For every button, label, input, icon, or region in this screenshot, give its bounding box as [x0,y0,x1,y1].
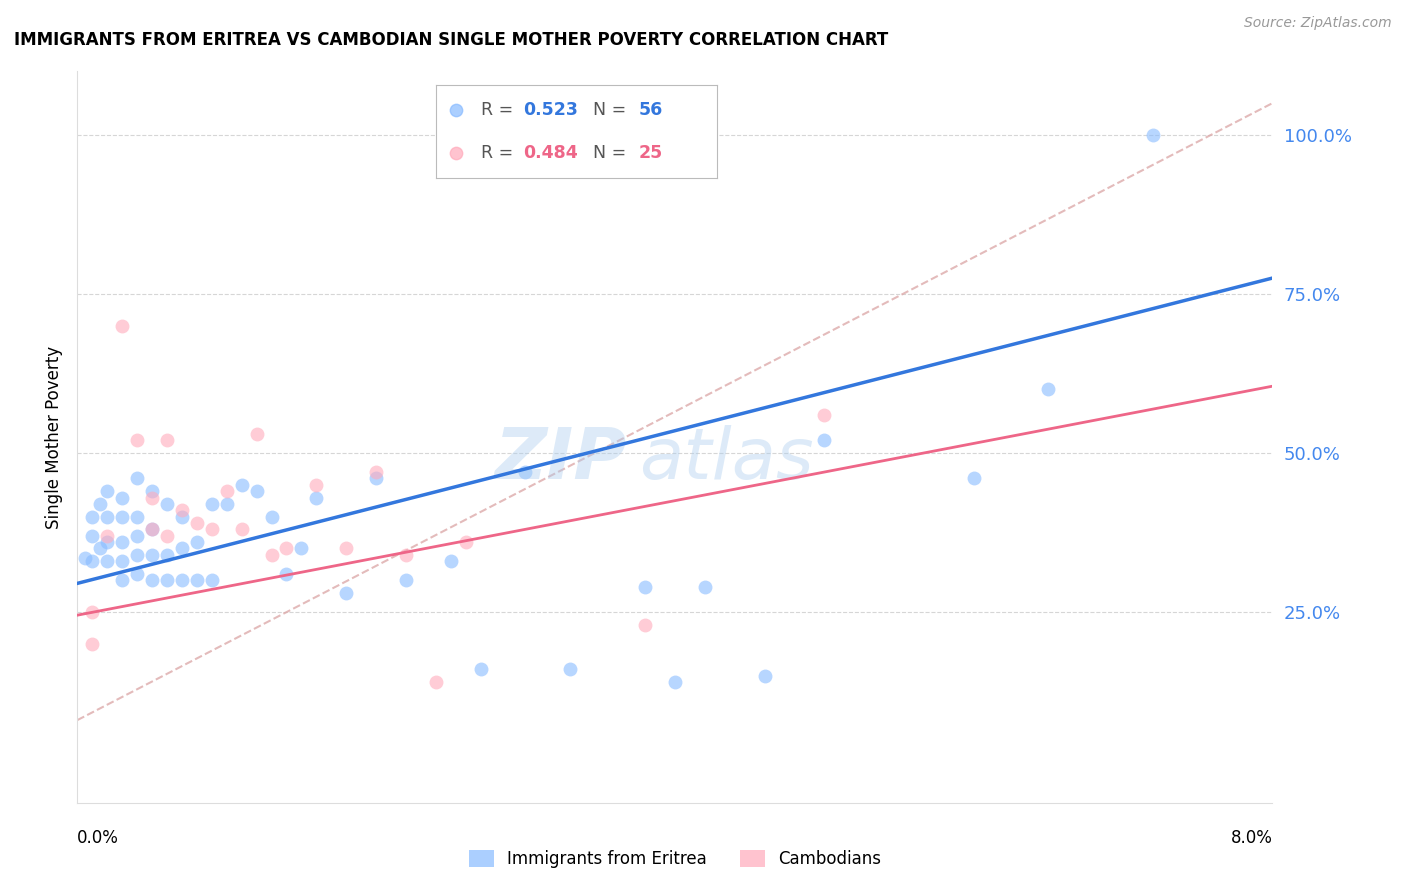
Text: R =: R = [481,145,519,162]
Text: 0.0%: 0.0% [77,829,120,847]
Point [186,573,208,587]
Point [111,554,134,568]
Point [82,605,104,619]
Point [515,465,537,479]
Point [215,484,238,499]
Point [305,491,328,505]
Point [186,516,208,530]
Point [366,471,388,485]
Text: 25: 25 [638,145,662,162]
Point [82,529,104,543]
Legend: Immigrants from Eritrea, Cambodians: Immigrants from Eritrea, Cambodians [461,844,889,875]
Point [754,668,776,682]
Point [141,522,163,536]
Point [276,541,298,556]
Point [186,535,208,549]
Text: 0.523: 0.523 [523,101,578,119]
Point [444,103,467,117]
Point [111,318,134,333]
Point [454,535,477,549]
Point [231,477,253,491]
Point [156,573,179,587]
Point [201,497,224,511]
Point [395,573,418,587]
Text: 0.484: 0.484 [523,145,578,162]
Point [127,529,149,543]
Text: ZIP: ZIP [495,425,627,493]
Point [89,541,111,556]
Text: R =: R = [481,101,519,119]
Text: atlas: atlas [640,425,814,493]
Point [963,471,986,485]
Point [156,434,179,448]
Point [96,535,118,549]
Point [201,522,224,536]
Point [111,573,134,587]
Point [634,617,657,632]
Point [170,509,193,524]
Point [111,509,134,524]
Point [813,434,835,448]
Point [141,522,163,536]
Point [201,573,224,587]
Point [664,675,686,690]
Point [1038,383,1060,397]
Point [335,586,357,600]
Point [366,465,388,479]
Point [246,484,269,499]
Point [73,550,96,565]
Point [82,554,104,568]
Point [156,529,179,543]
Text: IMMIGRANTS FROM ERITREA VS CAMBODIAN SINGLE MOTHER POVERTY CORRELATION CHART: IMMIGRANTS FROM ERITREA VS CAMBODIAN SIN… [14,31,889,49]
Text: 8.0%: 8.0% [1230,829,1272,847]
Point [111,535,134,549]
Point [96,509,118,524]
Point [560,662,582,676]
Point [96,484,118,499]
Point [231,522,253,536]
Point [170,503,193,517]
Point [693,580,716,594]
Point [127,471,149,485]
Point [260,509,283,524]
Text: N =: N = [593,145,633,162]
Point [141,548,163,562]
Text: N =: N = [593,101,633,119]
Point [813,408,835,422]
Point [440,554,463,568]
Point [156,497,179,511]
Text: 56: 56 [638,101,662,119]
Point [276,566,298,581]
Point [246,426,269,441]
Point [470,662,492,676]
Point [127,434,149,448]
Point [395,548,418,562]
Point [82,509,104,524]
Point [141,491,163,505]
Point [111,491,134,505]
Point [260,548,283,562]
Point [170,573,193,587]
Point [89,497,111,511]
Point [96,554,118,568]
Point [170,541,193,556]
Point [156,548,179,562]
Point [141,484,163,499]
Point [96,529,118,543]
Point [127,566,149,581]
Point [127,509,149,524]
Point [215,497,238,511]
Point [290,541,312,556]
Point [305,477,328,491]
Point [127,548,149,562]
Text: Source: ZipAtlas.com: Source: ZipAtlas.com [1244,16,1392,29]
Y-axis label: Single Mother Poverty: Single Mother Poverty [45,345,63,529]
Point [335,541,357,556]
Point [141,573,163,587]
Point [634,580,657,594]
Point [1142,128,1164,142]
Point [444,146,467,161]
Point [82,637,104,651]
Point [425,675,447,690]
